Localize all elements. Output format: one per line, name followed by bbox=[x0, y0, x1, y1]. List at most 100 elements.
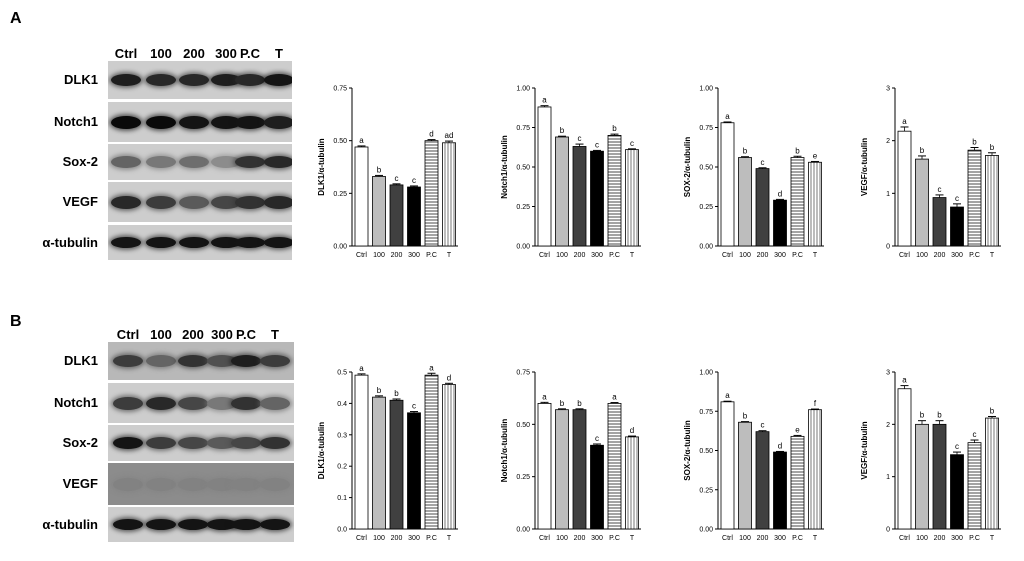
y-tick-label: 0.50 bbox=[699, 165, 713, 172]
x-tick-label: P.C bbox=[969, 252, 980, 259]
significance-letter: a bbox=[359, 364, 364, 373]
y-axis-label: Notch1/α-tubulin bbox=[500, 135, 509, 199]
significance-letter: d bbox=[630, 426, 634, 435]
x-tick-label: 100 bbox=[739, 252, 751, 259]
protein-band bbox=[146, 355, 176, 367]
x-tick-label: Ctrl bbox=[722, 535, 733, 542]
x-tick-label: 200 bbox=[574, 252, 586, 259]
y-tick-label: 0.5 bbox=[337, 370, 347, 377]
x-tick-label: 200 bbox=[391, 252, 403, 259]
protein-band bbox=[231, 437, 261, 449]
blot-row-label: VEGF bbox=[62, 476, 98, 491]
protein-band bbox=[211, 237, 241, 248]
y-tick-label: 0.3 bbox=[337, 432, 347, 439]
x-tick-label: 300 bbox=[591, 252, 603, 259]
y-tick-label: 0.25 bbox=[699, 487, 713, 494]
lane-label: Ctrl bbox=[116, 327, 140, 342]
significance-letter: c bbox=[761, 158, 765, 167]
blot-row-label: Notch1 bbox=[53, 395, 98, 410]
x-tick-label: 100 bbox=[916, 535, 928, 542]
protein-band bbox=[211, 74, 241, 86]
significance-letter: b bbox=[743, 147, 748, 156]
protein-band bbox=[146, 156, 176, 168]
x-tick-label: P.C bbox=[426, 252, 437, 259]
protein-band bbox=[111, 74, 141, 86]
x-tick-label: T bbox=[990, 252, 995, 259]
y-tick-label: 0.00 bbox=[516, 527, 530, 534]
y-tick-label: 1.00 bbox=[699, 86, 713, 93]
blot-row-label: VEGF bbox=[62, 194, 98, 209]
y-tick-label: 0.75 bbox=[516, 370, 530, 377]
protein-band bbox=[207, 355, 237, 367]
y-axis-label: DLK1/α-tubulin bbox=[317, 138, 326, 195]
y-axis-label: VEGF/α-tubulin bbox=[860, 138, 869, 196]
protein-band bbox=[207, 396, 237, 410]
significance-letter: c bbox=[395, 174, 399, 183]
significance-letter: c bbox=[938, 185, 942, 194]
protein-band bbox=[111, 237, 141, 248]
significance-letter: b bbox=[377, 165, 382, 174]
significance-letter: b bbox=[560, 126, 565, 135]
blot-row-label: α-tubulin bbox=[42, 234, 98, 250]
significance-letter: c bbox=[412, 176, 416, 185]
blot-row-label: DLK1 bbox=[64, 72, 98, 87]
lane-label: 100 bbox=[150, 46, 172, 61]
y-tick-label: 3 bbox=[886, 86, 890, 93]
significance-letter: a bbox=[902, 376, 907, 385]
blot-strip bbox=[108, 61, 292, 99]
protein-band bbox=[260, 396, 290, 410]
significance-letter: a bbox=[725, 112, 730, 121]
protein-band bbox=[178, 396, 208, 410]
protein-band bbox=[113, 519, 143, 530]
protein-band bbox=[113, 477, 143, 491]
significance-letter: b bbox=[990, 143, 995, 152]
protein-band bbox=[179, 115, 209, 129]
significance-letter: b bbox=[795, 146, 800, 155]
y-tick-label: 0.25 bbox=[516, 474, 530, 481]
y-tick-label: 0.1 bbox=[337, 495, 347, 502]
x-tick-label: Ctrl bbox=[899, 535, 910, 542]
protein-band bbox=[146, 477, 176, 491]
blot-row-label: α-tubulin bbox=[42, 516, 98, 532]
blot-row-label: Sox-2 bbox=[62, 435, 98, 450]
x-tick-label: 300 bbox=[408, 252, 420, 259]
blot-strip bbox=[108, 383, 294, 423]
protein-band bbox=[231, 477, 261, 491]
lane-label: 300 bbox=[215, 46, 237, 61]
y-tick-label: 0.25 bbox=[699, 204, 713, 211]
significance-letter: c bbox=[761, 421, 765, 430]
lane-label: Ctrl bbox=[114, 46, 138, 61]
y-axis-label: SOX-2/α-tubulin bbox=[683, 420, 692, 481]
protein-band bbox=[146, 437, 176, 449]
panel-letter-a: A bbox=[10, 10, 22, 27]
protein-band bbox=[231, 355, 261, 367]
significance-letter: a bbox=[542, 392, 547, 401]
x-tick-label: P.C bbox=[609, 252, 620, 259]
blot-strip bbox=[108, 102, 292, 142]
protein-band bbox=[231, 519, 261, 530]
protein-band bbox=[146, 396, 176, 410]
y-axis-label: SOX-2/α-tubulin bbox=[683, 137, 692, 198]
blot-strip bbox=[108, 507, 294, 542]
x-tick-label: 100 bbox=[916, 252, 928, 259]
x-tick-label: T bbox=[813, 535, 818, 542]
x-tick-label: 300 bbox=[591, 535, 603, 542]
y-axis-label: Notch1/α-tubulin bbox=[500, 419, 509, 483]
x-tick-label: 300 bbox=[774, 535, 786, 542]
significance-letter: a bbox=[902, 117, 907, 126]
y-tick-label: 0 bbox=[886, 527, 890, 534]
lane-label: 200 bbox=[183, 46, 205, 61]
x-tick-label: 200 bbox=[934, 535, 946, 542]
significance-letter: c bbox=[412, 402, 416, 411]
protein-band bbox=[113, 396, 143, 410]
bar bbox=[950, 454, 964, 530]
x-tick-label: Ctrl bbox=[539, 535, 550, 542]
y-tick-label: 2 bbox=[886, 138, 890, 145]
y-tick-label: 0.75 bbox=[699, 409, 713, 416]
protein-band bbox=[207, 437, 237, 449]
bar bbox=[915, 423, 929, 530]
bar bbox=[932, 423, 947, 530]
protein-band bbox=[211, 115, 241, 129]
